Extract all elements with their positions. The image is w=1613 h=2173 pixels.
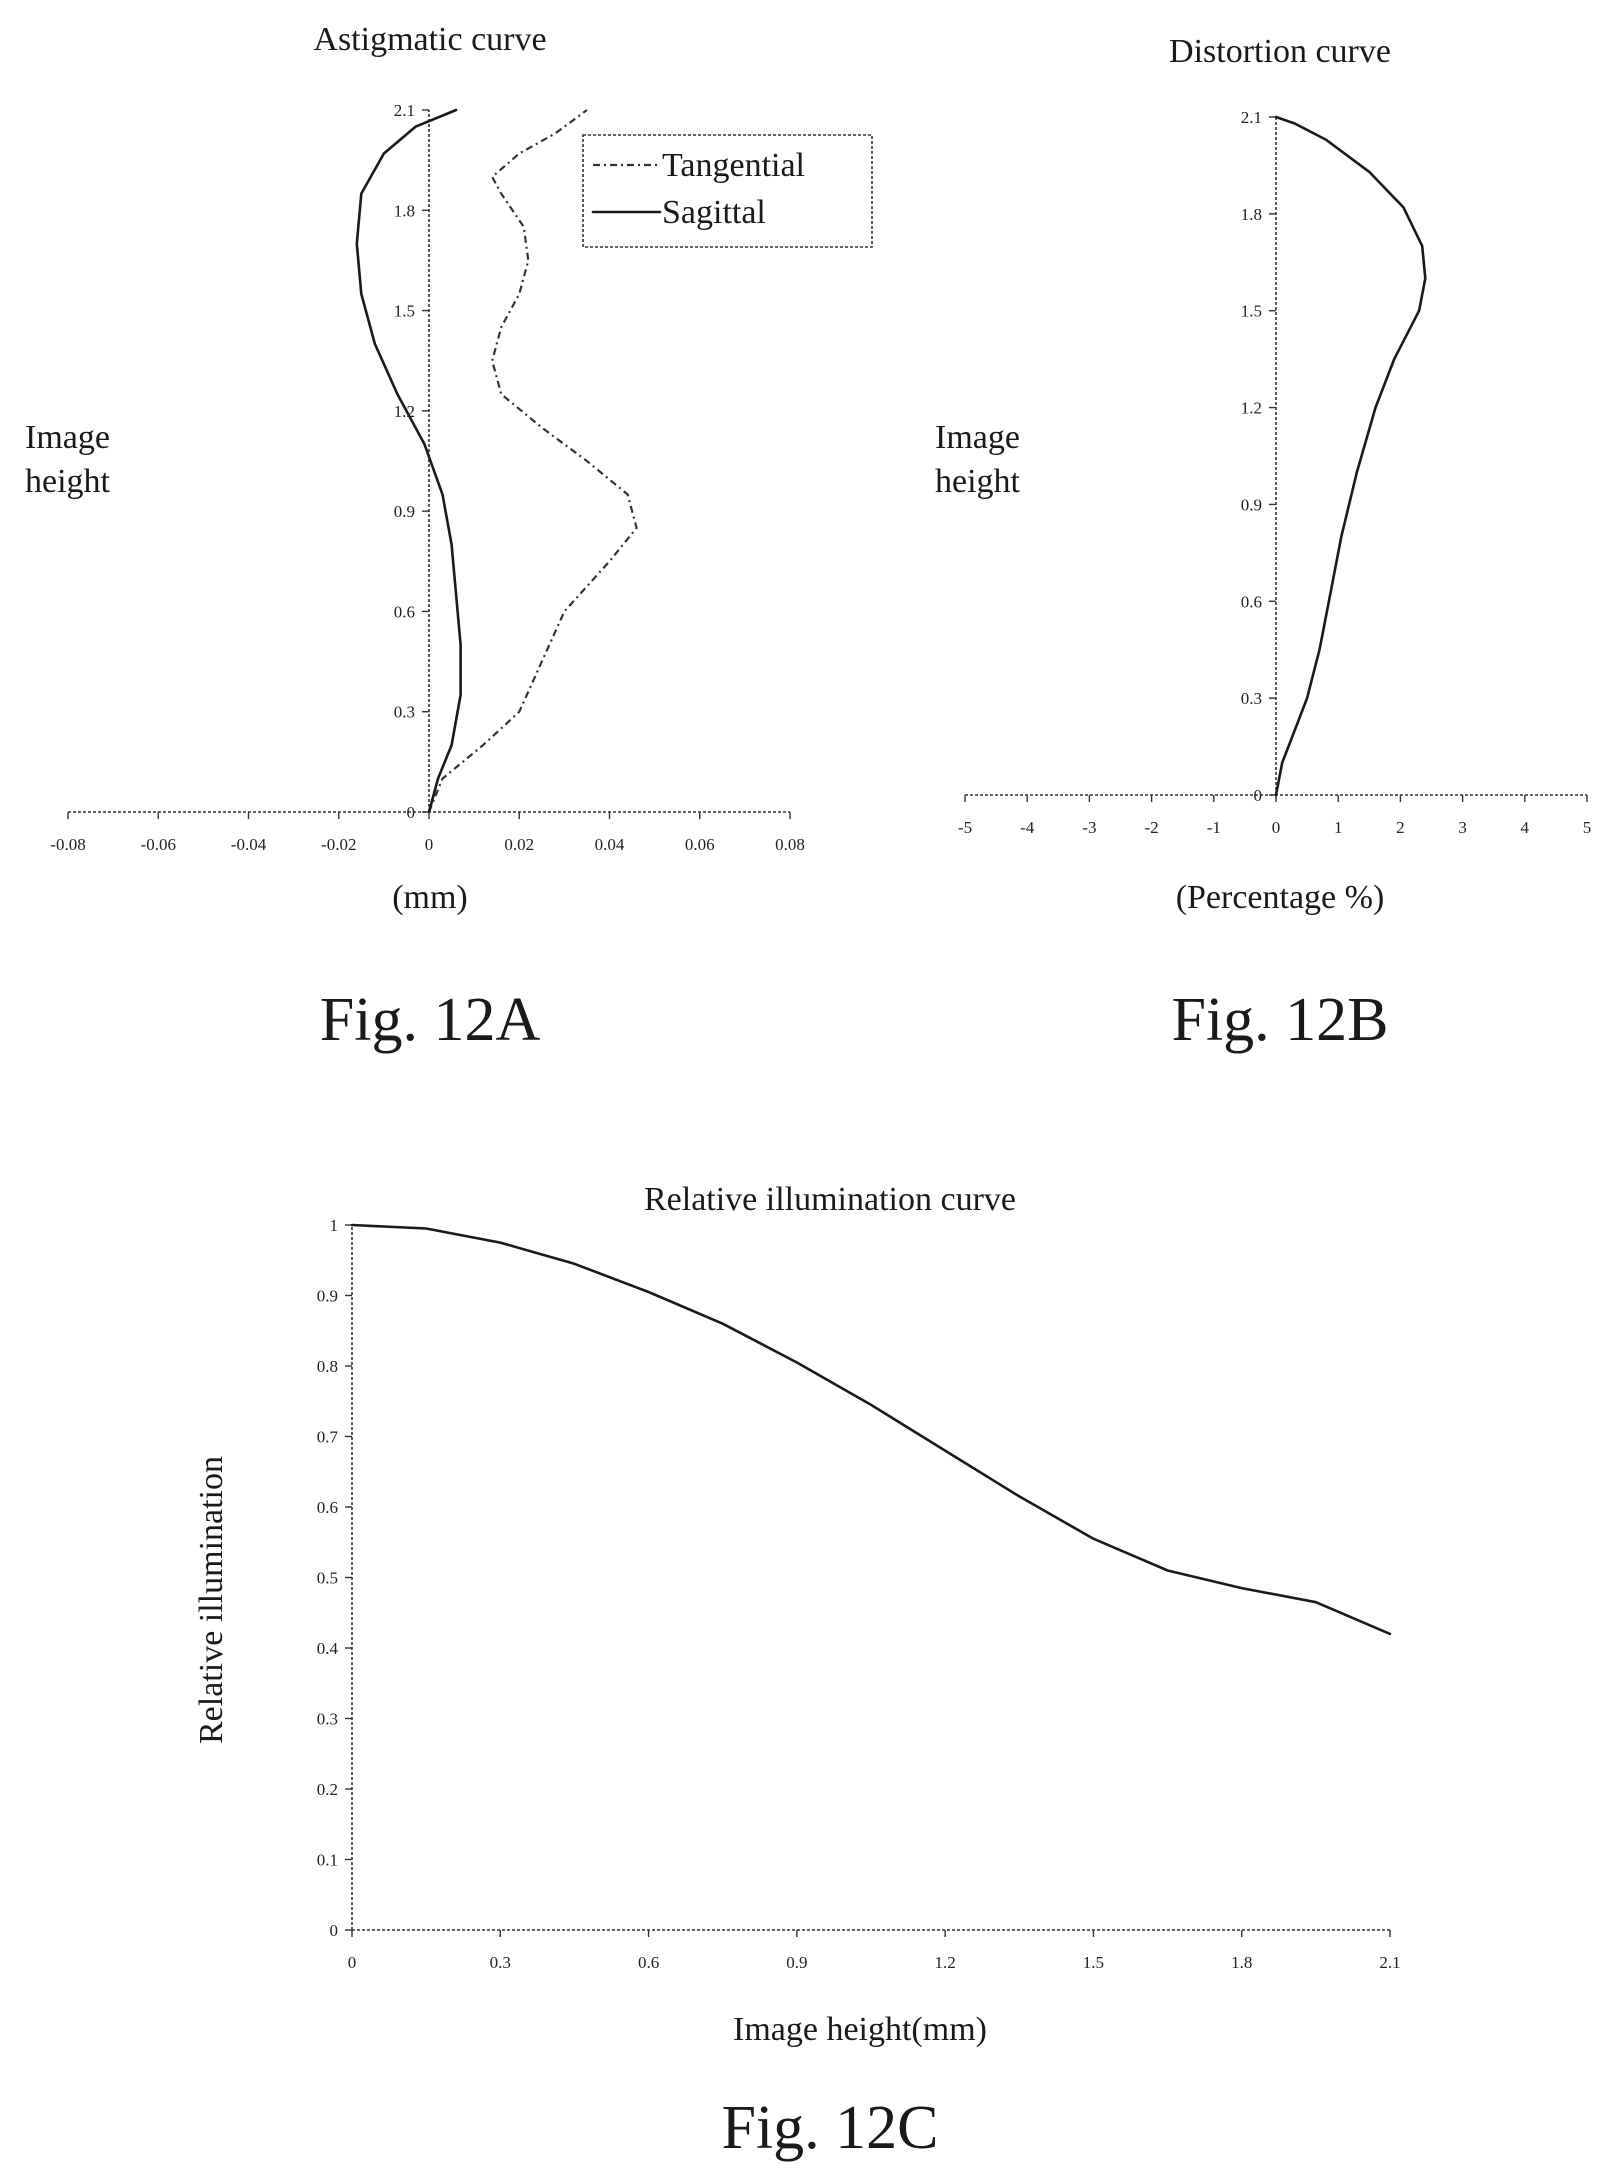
y-tick-label: 0.6 [317,1498,338,1517]
illumination-axes: 0 0.3 0.6 0.9 1.2 1.5 1.8 2.1 0 0.1 0.2 0.3 0.4 0.5 0.… [317,1216,1401,1972]
distortion-ylabel-line2: height [935,463,1021,500]
x-tick-label: 0.08 [775,835,805,854]
astigmatic-xlabel: (mm) [392,879,468,916]
distortion-chart: Distortion curve Image height (Percentag… [935,33,1591,1054]
x-tick-label: 1 [1334,818,1343,837]
y-tick-label: 0.3 [394,703,415,722]
x-tick-label: -0.06 [141,835,176,854]
y-tick-label: 1.5 [1241,302,1262,321]
distortion-xlabel: (Percentage %) [1176,879,1385,916]
y-tick-label: 1.2 [1241,399,1262,418]
y-tick-label: 0.4 [317,1639,339,1658]
x-tick-label: 0.6 [638,1953,659,1972]
y-tick-label: 2.1 [394,101,415,120]
illumination-curve [350,1223,1392,1636]
x-tick-label: 2 [1396,818,1405,837]
x-tick-label: 1.5 [1083,1953,1104,1972]
x-tick-label: 3 [1458,818,1467,837]
y-tick-label: 0.6 [1241,592,1262,611]
x-tick-label: 0.06 [685,835,715,854]
astigmatic-ylabel-line2: height [25,463,111,500]
x-tick-label: 0.04 [595,835,625,854]
x-tick-label: -1 [1207,818,1221,837]
y-tick-label: 0.2 [317,1780,338,1799]
x-tick-label: -0.08 [50,835,85,854]
y-tick-label: 0 [1254,786,1263,805]
x-tick-label: -4 [1020,818,1035,837]
fig-12b-caption: Fig. 12B [1171,986,1388,1054]
x-tick-label: 1.2 [935,1953,956,1972]
x-tick-label: -5 [958,818,972,837]
distortion-curve [1274,115,1427,797]
illumination-ylabel: Relative illumination [193,1456,230,1744]
x-tick-label: 0.3 [490,1953,511,1972]
fig-12c-caption: Fig. 12C [721,2094,938,2162]
astigmatic-ylabel: Image height [25,419,118,500]
y-tick-label: 0.9 [317,1287,338,1306]
distortion-ylabel-line1: Image [935,419,1020,456]
x-tick-label: -3 [1082,818,1096,837]
y-tick-label: 1.8 [394,201,415,220]
y-tick-label: 0 [330,1921,339,1940]
x-tick-label: 1.8 [1231,1953,1252,1972]
x-tick-label: 2.1 [1379,1953,1400,1972]
x-tick-label: 0 [425,835,434,854]
y-tick-label: 2.1 [1241,108,1262,127]
x-tick-label: 0 [348,1953,357,1972]
y-tick-label: 0.9 [1241,495,1262,514]
distortion-axes: -5 -4 -3 -2 -1 0 1 2 3 4 5 0 0.3 0.6 0.9 1.2 1.5 1.8 2.1 [958,108,1591,837]
legend-sagittal-label: Sagittal [662,194,766,231]
illumination-title: Relative illumination curve [644,1181,1016,1218]
x-tick-label: -2 [1145,818,1159,837]
x-tick-label: 0.02 [504,835,534,854]
y-tick-label: 1 [330,1216,339,1235]
y-tick-label: 0.3 [1241,689,1262,708]
x-tick-label: 0.9 [786,1953,807,1972]
x-tick-label: 0 [1272,818,1281,837]
x-tick-label: 4 [1521,818,1530,837]
legend-tangential-label: Tangential [662,147,805,184]
distortion-ylabel: Image height [935,419,1028,500]
fig-12a-caption: Fig. 12A [320,986,541,1054]
tangential-curve [427,109,638,813]
astigmatic-chart: Astigmatic curve Image height (mm) -0.08… [25,21,873,1054]
y-tick-label: 1.5 [394,302,415,321]
astigmatic-title: Astigmatic curve [313,21,546,58]
x-tick-label: -0.02 [321,835,356,854]
distortion-title: Distortion curve [1169,33,1391,70]
y-tick-label: 0.9 [394,502,415,521]
x-tick-label: -0.04 [231,835,267,854]
y-tick-label: 0.1 [317,1851,338,1870]
y-tick-label: 0.7 [317,1428,339,1447]
astigmatic-ylabel-line1: Image [25,419,110,456]
y-tick-label: 1.8 [1241,205,1262,224]
legend-box [582,134,873,248]
astigmatic-axes: -0.08 -0.06 -0.04 -0.02 0 0.02 0.04 0.06 0.08 0 0.… [50,101,805,854]
y-tick-label: 0.5 [317,1569,338,1588]
illumination-xlabel: Image height(mm) [733,2011,987,2048]
x-tick-label: 5 [1583,818,1592,837]
relative-illumination-chart: Relative illumination curve Relative ill… [193,1181,1401,2162]
y-tick-label: 0.6 [394,602,415,621]
astigmatic-legend: Tangential Sagittal [582,134,873,248]
y-tick-label: 0 [407,803,416,822]
y-tick-label: 0.8 [317,1357,338,1376]
sagittal-curve [355,108,462,814]
y-tick-label: 0.3 [317,1710,338,1729]
